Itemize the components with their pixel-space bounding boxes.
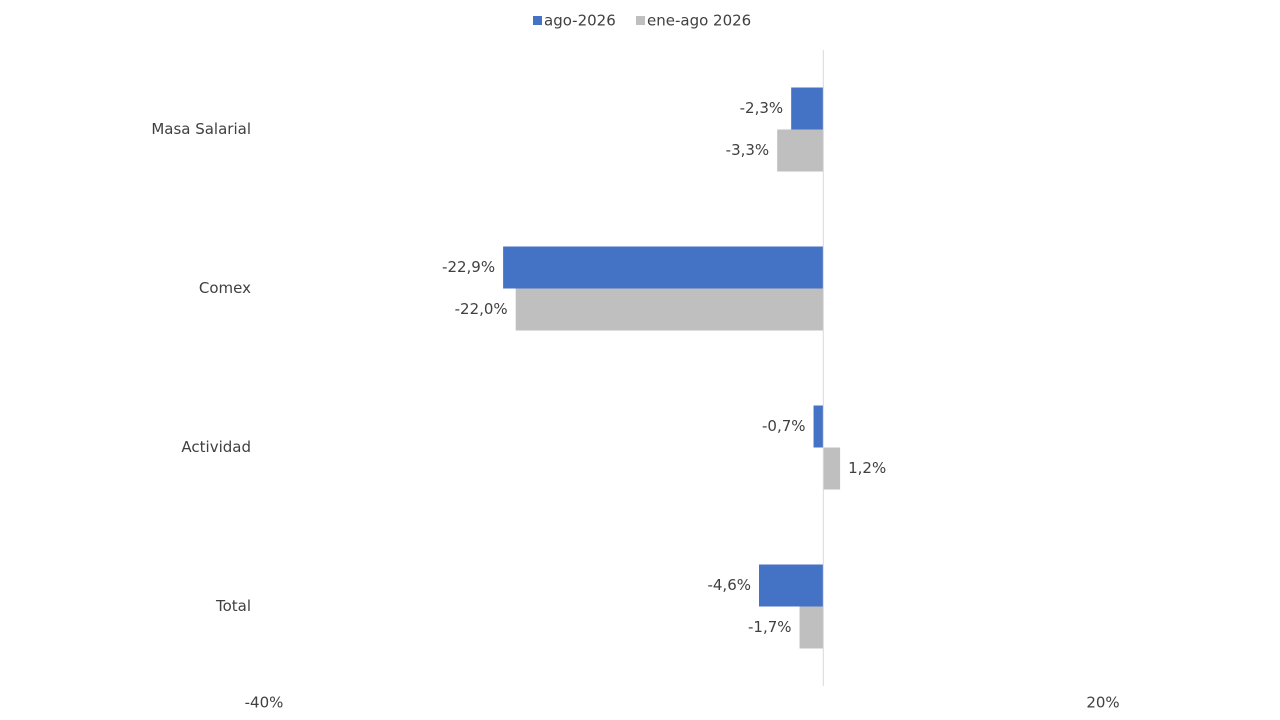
bar (799, 606, 824, 649)
y-tick-label: Masa Salarial (151, 120, 251, 138)
y-tick-label: Comex (199, 279, 251, 297)
value-label: -22,0% (455, 300, 508, 318)
bar (503, 246, 824, 289)
x-tick-label: -40% (245, 694, 284, 712)
value-label: 1,2% (848, 459, 886, 477)
bar (515, 288, 824, 331)
value-label: -4,6% (707, 576, 751, 594)
y-tick-label: Total (215, 597, 251, 615)
bar (813, 405, 824, 448)
value-label: -2,3% (740, 99, 784, 117)
legend-swatch (533, 16, 542, 25)
x-tick-label: 20% (1086, 694, 1119, 712)
bar (791, 87, 824, 130)
value-label: -1,7% (748, 618, 792, 636)
bar (823, 447, 841, 490)
value-label: -0,7% (762, 417, 806, 435)
legend-swatch (636, 16, 645, 25)
bar (759, 564, 824, 607)
value-label: -22,9% (442, 258, 495, 276)
value-label: -3,3% (726, 141, 770, 159)
legend-label: ene-ago 2026 (647, 12, 751, 30)
y-tick-label: Actividad (181, 438, 251, 456)
legend-label: ago-2026 (544, 12, 616, 30)
bar (777, 129, 824, 172)
